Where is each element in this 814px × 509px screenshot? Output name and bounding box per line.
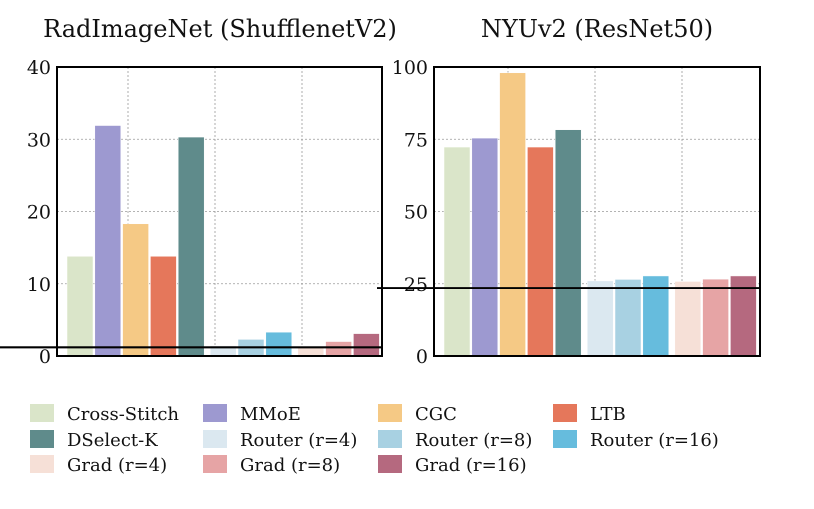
legend-item: Router (r=4) (203, 430, 357, 451)
bar-ltb (150, 256, 177, 357)
legend-label: CGC (415, 404, 457, 425)
y-tick-label: 20 (27, 202, 51, 224)
legend-swatch (30, 455, 54, 473)
legend-swatch (378, 404, 402, 422)
y-tick-label: 40 (27, 57, 51, 79)
legend-label: Router (r=4) (240, 430, 357, 451)
plot-frame (433, 66, 761, 357)
bar-router-r-16 (265, 331, 293, 357)
y-tick-label: 30 (27, 129, 51, 151)
legend-label: DSelect-K (67, 430, 158, 451)
legend-item: LTB (553, 404, 626, 425)
legend-item: Grad (r=16) (378, 455, 527, 476)
legend-label: Grad (r=4) (67, 455, 167, 476)
bar-dselect-k (177, 136, 205, 357)
bar-ltb (527, 146, 554, 357)
bar-cross-stitch (443, 146, 471, 357)
y-axis-ticks: 0 25 50 75 100 (392, 57, 428, 368)
legend-item: CGC (378, 404, 457, 425)
legend-label: Grad (r=8) (240, 455, 340, 476)
bar-mmoe (471, 137, 499, 357)
chart-title: NYUv2 (ResNet50) (481, 15, 713, 43)
legend-label: MMoE (240, 404, 301, 425)
plot-frame (56, 66, 383, 357)
legend-swatch (203, 430, 227, 448)
bar-grad-r-16 (353, 333, 380, 357)
legend-swatch (553, 430, 577, 448)
y-axis-ticks: 0 10 20 30 40 (27, 57, 51, 368)
bar-grad-r-4 (674, 281, 702, 357)
legend-label: Grad (r=16) (415, 455, 527, 476)
bar-cross-stitch (66, 256, 94, 357)
legend-item: Grad (r=4) (30, 455, 167, 476)
legend-label: Router (r=16) (590, 430, 719, 451)
legend-swatch (30, 404, 54, 422)
y-tick-label: 50 (404, 202, 428, 224)
legend-item: MMoE (203, 404, 301, 425)
legend: Cross-Stitch MMoE CGC LTB DSelect-K Router (r… (30, 404, 719, 476)
bar-cgc (499, 72, 526, 357)
bar-router-r-16 (642, 275, 670, 357)
legend-swatch (553, 404, 577, 422)
legend-item: DSelect-K (30, 430, 158, 451)
chart-title: RadImageNet (ShufflenetV2) (43, 15, 397, 43)
legend-swatch (378, 455, 402, 473)
legend-swatch (203, 404, 227, 422)
legend-swatch (203, 455, 227, 473)
nyuv2-chart: NYUv2 (ResNet50) 0 25 50 75 100 (377, 15, 761, 368)
bar-router-r-4 (586, 280, 614, 357)
bar-cgc (122, 223, 149, 357)
bar-grad-r-4 (297, 347, 325, 357)
legend-item: Cross-Stitch (30, 404, 179, 425)
bar-grad-r-16 (730, 275, 757, 357)
bar-grad-r-8 (325, 341, 352, 357)
legend-item: Router (r=16) (553, 430, 719, 451)
legend-label: Cross-Stitch (67, 404, 179, 425)
y-tick-label: 100 (392, 57, 428, 79)
bar-router-r-8 (614, 279, 642, 357)
legend-label: LTB (590, 404, 626, 425)
bar-dselect-k (554, 129, 582, 357)
bars (443, 72, 757, 357)
y-tick-label: 10 (27, 274, 51, 296)
legend-swatch (30, 430, 54, 448)
y-tick-label: 75 (404, 129, 428, 151)
legend-item: Grad (r=8) (203, 455, 340, 476)
bar-mmoe (94, 125, 122, 357)
y-tick-label: 0 (39, 346, 51, 368)
bars (66, 125, 380, 357)
bar-grad-r-8 (702, 278, 729, 357)
legend-swatch (378, 430, 402, 448)
legend-item: Router (r=8) (378, 430, 532, 451)
y-tick-label: 25 (404, 274, 428, 296)
radimagenet-chart: RadImageNet (ShufflenetV2) 0 10 20 30 40 (0, 15, 397, 368)
legend-label: Router (r=8) (415, 430, 532, 451)
y-tick-label: 0 (416, 346, 428, 368)
